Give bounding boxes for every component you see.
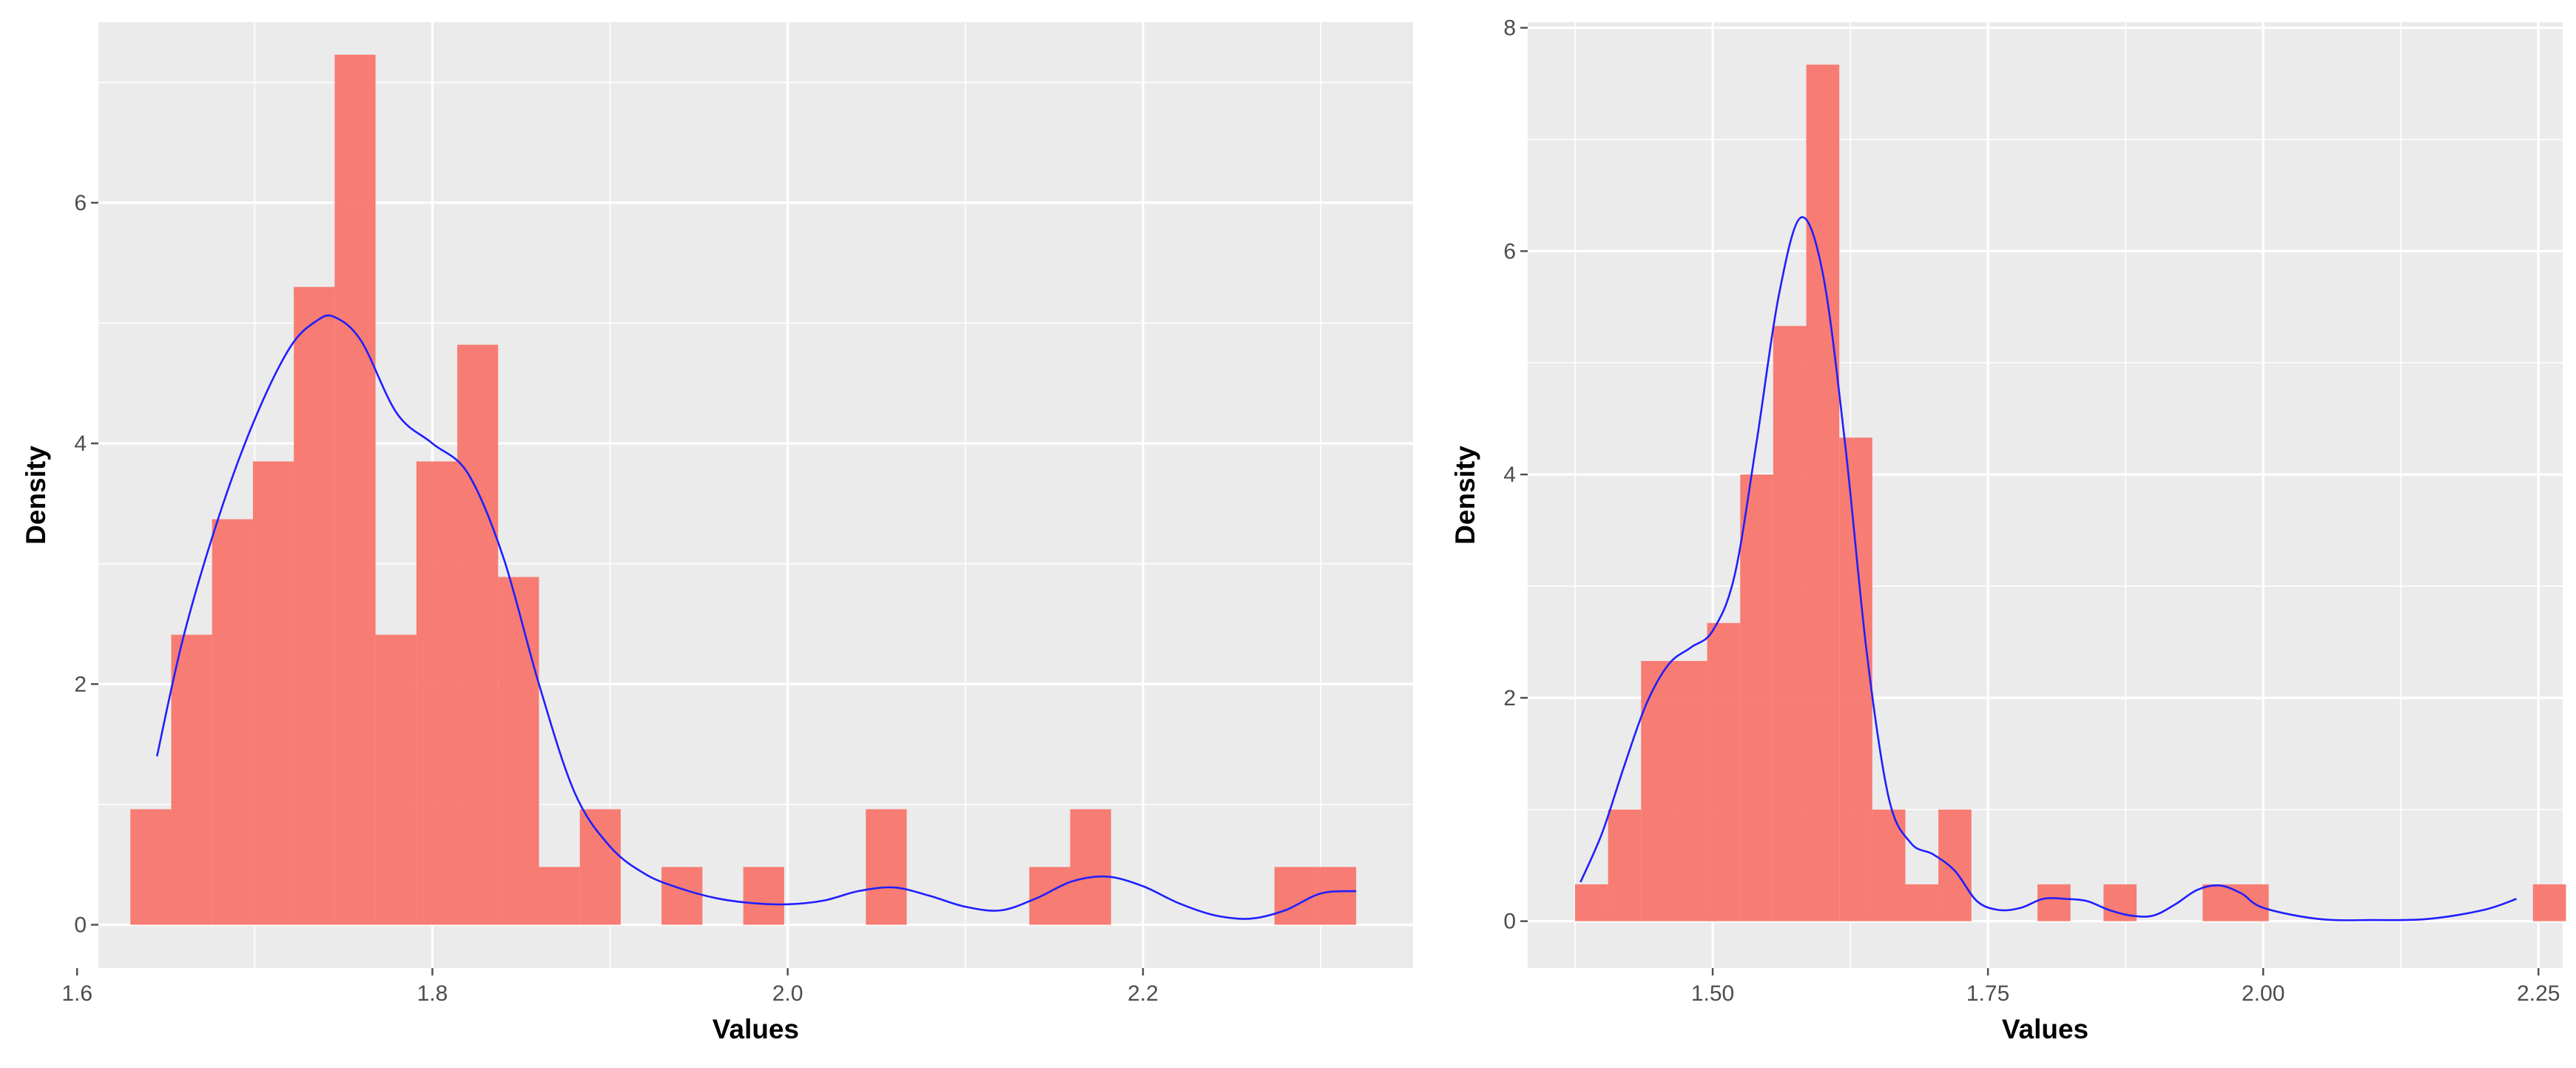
x-tick-label: 2.2 bbox=[1127, 981, 1159, 1006]
left-histogram-chart: 1.6 1.8 2.0 2.2 0 2 4 6 Values Density bbox=[21, 22, 1413, 1044]
x-tick-label: 2.25 bbox=[2517, 981, 2560, 1006]
y-tick-label: 6 bbox=[74, 191, 87, 215]
y-tick-label: 8 bbox=[1503, 16, 1516, 41]
x-tick-label: 2.0 bbox=[772, 981, 803, 1006]
right-histogram-chart: 1.50 1.75 2.00 2.25 0 2 4 6 8 Values Density bbox=[1450, 16, 2566, 1044]
histogram-bar bbox=[1938, 809, 1972, 921]
histogram-bar bbox=[416, 461, 458, 925]
density-curve bbox=[155, 314, 1357, 920]
histogram-bar bbox=[866, 809, 907, 925]
y-tick-label: 0 bbox=[74, 913, 87, 937]
histogram-bar bbox=[212, 519, 253, 925]
histogram-bar bbox=[1641, 661, 1674, 921]
histogram-bar bbox=[1608, 809, 1642, 921]
histogram-bar bbox=[1806, 64, 1840, 921]
x-tick-label: 1.50 bbox=[1691, 981, 1734, 1006]
histogram-bar bbox=[2532, 884, 2566, 921]
histogram-bar bbox=[1673, 661, 1707, 921]
histogram-bar bbox=[1839, 437, 1872, 921]
histogram-bar bbox=[1315, 867, 1357, 925]
histogram-bar bbox=[2202, 884, 2236, 921]
histogram-bar bbox=[743, 867, 784, 925]
y-tick-label: 4 bbox=[1503, 463, 1516, 487]
histogram-bar bbox=[252, 461, 294, 925]
density-curve bbox=[1579, 216, 2517, 921]
histogram-bar bbox=[1740, 474, 1773, 921]
histogram-bar bbox=[539, 867, 580, 925]
histogram-bar bbox=[171, 634, 212, 925]
histogram-bar bbox=[1574, 884, 1608, 921]
y-tick-label: 6 bbox=[1503, 239, 1516, 263]
histogram-bar bbox=[661, 867, 703, 925]
histogram-bar bbox=[1274, 867, 1315, 925]
histogram-bar bbox=[1029, 867, 1070, 925]
histogram-bar bbox=[498, 577, 539, 925]
y-tick-label: 2 bbox=[1503, 686, 1516, 711]
histogram-bar bbox=[1872, 809, 1906, 921]
x-tick-label: 2.00 bbox=[2242, 981, 2285, 1006]
histogram-bar bbox=[579, 809, 621, 925]
histogram-bar bbox=[1070, 809, 1111, 925]
histogram-bar bbox=[130, 809, 172, 925]
y-tick-label: 0 bbox=[1503, 910, 1516, 934]
histogram-bar bbox=[457, 344, 499, 925]
x-axis-title: Values bbox=[2002, 1014, 2088, 1044]
histogram-bar bbox=[375, 634, 417, 925]
x-tick-label: 1.8 bbox=[417, 981, 448, 1006]
histogram-bar bbox=[334, 54, 376, 925]
x-tick-label: 1.6 bbox=[61, 981, 92, 1006]
y-tick-label: 4 bbox=[74, 431, 87, 456]
x-axis-title: Values bbox=[712, 1014, 799, 1044]
y-axis-title: Density bbox=[21, 446, 51, 545]
y-axis-title: Density bbox=[1450, 446, 1480, 545]
histogram-bar bbox=[1707, 622, 1741, 921]
y-tick-label: 2 bbox=[74, 672, 87, 696]
histogram-bar bbox=[1905, 884, 1939, 921]
histogram-bar bbox=[294, 286, 335, 925]
histogram-bar bbox=[2037, 884, 2071, 921]
histogram-bar bbox=[1773, 326, 1807, 921]
x-tick-label: 1.75 bbox=[1966, 981, 2009, 1006]
